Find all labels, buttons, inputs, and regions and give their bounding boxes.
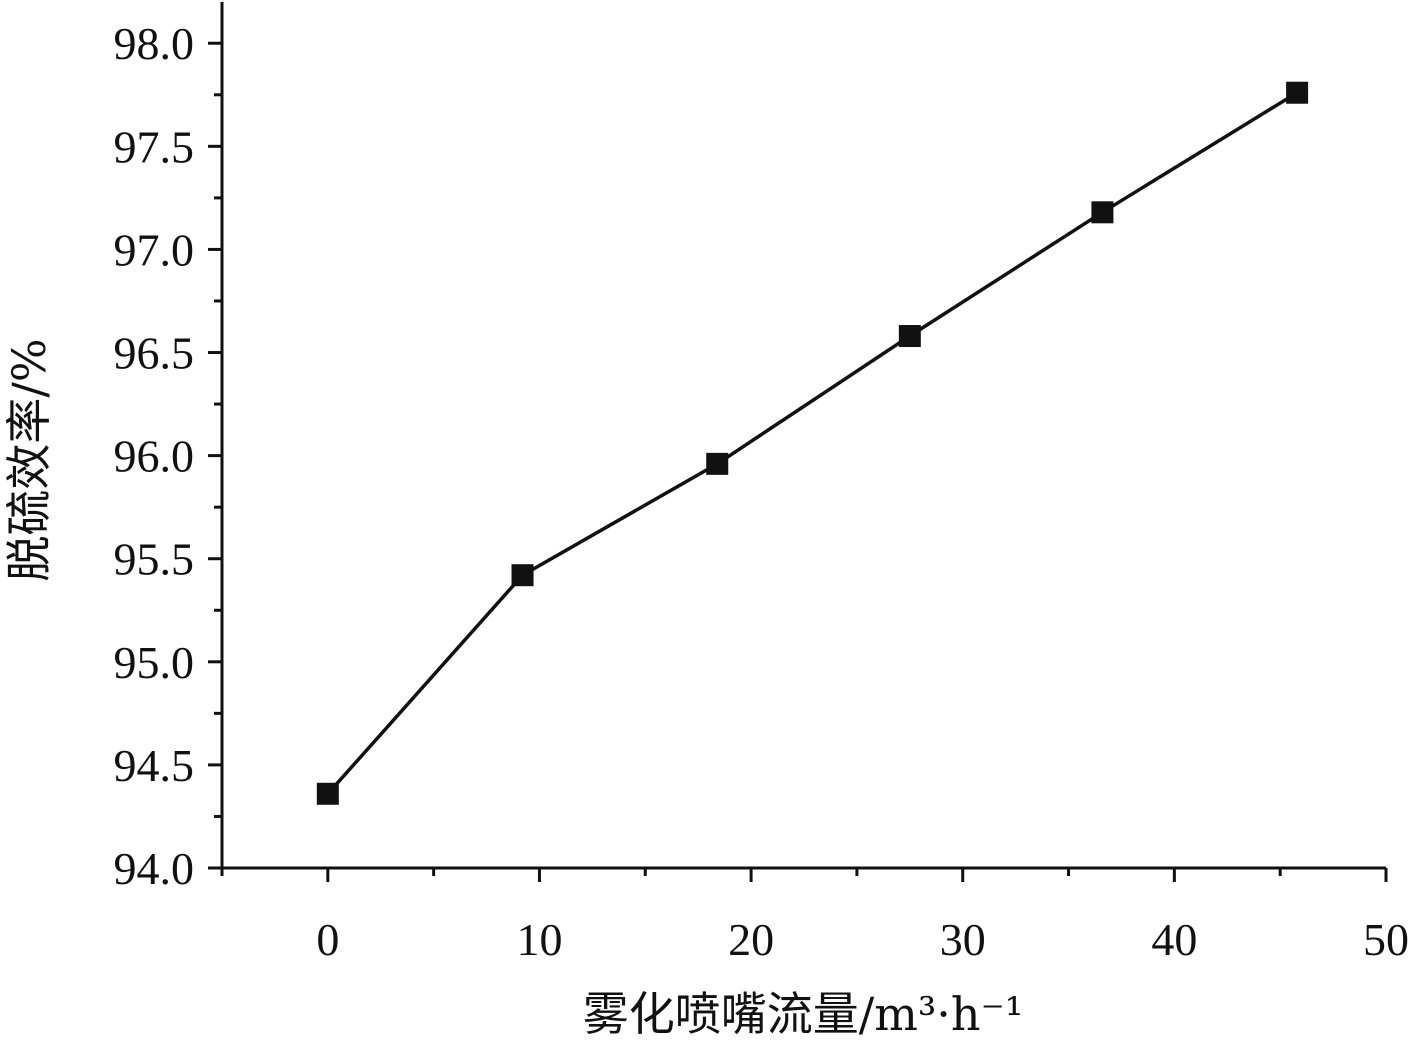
y-tick-label: 96.5 — [114, 328, 195, 379]
data-point-marker — [511, 564, 534, 587]
y-tick-label: 97.5 — [114, 121, 195, 172]
series-line — [326, 91, 1299, 795]
data-point-marker — [1091, 201, 1114, 224]
y-tick-label: 94.0 — [114, 843, 195, 894]
x-tick-label: 20 — [728, 914, 774, 965]
data-point-marker — [1286, 81, 1309, 104]
y-axis-title: 脱硫效率/% — [2, 338, 56, 581]
y-tick-label: 96.0 — [114, 431, 195, 482]
axes — [220, 2, 1386, 870]
x-tick-label: 10 — [516, 914, 562, 965]
x-tick-label: 40 — [1151, 914, 1197, 965]
x-tick-label: 0 — [316, 914, 339, 965]
series-layer — [316, 81, 1309, 805]
y-tick-label: 95.0 — [114, 637, 195, 688]
y-tick-label: 98.0 — [114, 18, 195, 69]
x-tick-label: 50 — [1363, 914, 1409, 965]
y-tick-label: 95.5 — [114, 534, 195, 585]
x-axis-ticks: 0 10 20 30 40 50 — [220, 868, 1409, 965]
x-tick-label: 30 — [940, 914, 986, 965]
y-tick-label: 94.5 — [114, 740, 195, 791]
data-point-marker — [316, 782, 339, 805]
data-point-marker — [706, 452, 729, 475]
y-axis-ticks: 94.0 94.5 95.0 95.5 96.0 96.5 97.0 97.5 98.0 — [114, 18, 222, 894]
y-tick-label: 97.0 — [114, 224, 195, 275]
data-point-marker — [898, 325, 921, 348]
x-axis-title: 雾化喷嘴流量/m³·h⁻¹ — [583, 987, 1024, 1041]
